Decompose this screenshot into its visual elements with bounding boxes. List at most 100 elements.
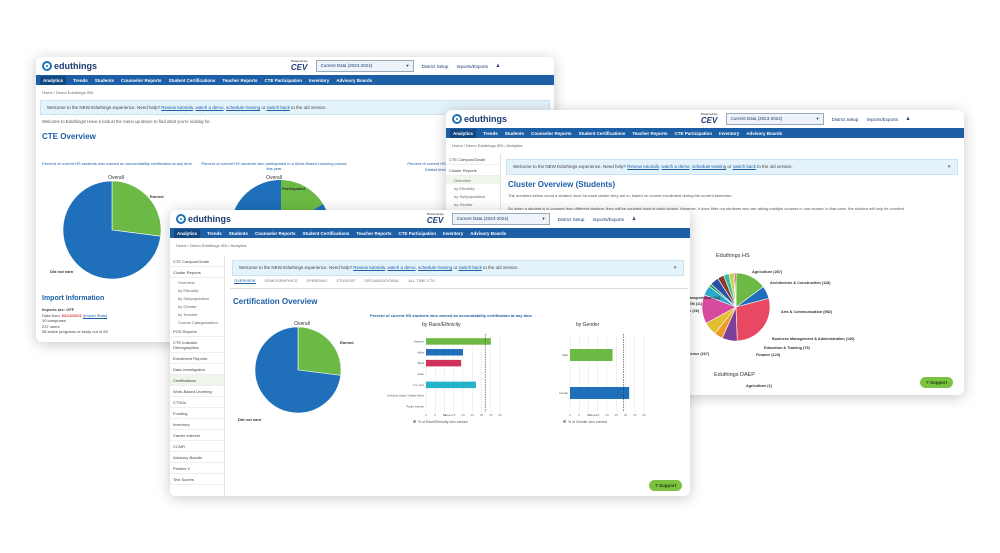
district-setup-link[interactable]: District Setup: [421, 63, 449, 69]
tab-demographics[interactable]: DEMOGRAPHICS: [264, 278, 298, 283]
race-tick-label: 5: [434, 413, 436, 417]
training-link[interactable]: schedule training: [418, 265, 453, 270]
sidebar-item-pos-reports[interactable]: POS Reports: [170, 326, 224, 337]
date-selector[interactable]: Current Data (2023-2024) ▾: [451, 213, 550, 225]
sidebar-item-perkins-v[interactable]: Perkins V: [170, 463, 224, 474]
switch-back-link[interactable]: switch back: [458, 265, 482, 270]
support-button[interactable]: ? Support: [920, 377, 954, 388]
sidebar-subitem-gender[interactable]: by Gender: [178, 303, 197, 309]
race-bar-hispanic[interactable]: [426, 338, 491, 345]
sidebar-item-work-based-learning[interactable]: Work-Based Learning: [170, 386, 224, 397]
sidebar-subitem-ethnicity[interactable]: by Ethnicity: [178, 287, 199, 293]
sidebar-item-cte-campus-grade[interactable]: CTE Campus/Grade: [170, 256, 224, 267]
nav-analytics[interactable]: Analytics: [450, 128, 477, 138]
nav-inventory[interactable]: Inventory: [719, 130, 740, 136]
nav-inventory[interactable]: Inventory: [309, 77, 330, 83]
sidebar-item-ccmr[interactable]: CCMR: [170, 441, 224, 452]
gender-bar-male[interactable]: [570, 349, 613, 361]
demo-link[interactable]: watch a demo: [195, 105, 224, 110]
nav-trends[interactable]: Trends: [207, 230, 222, 236]
user-icon[interactable]: ♟: [631, 216, 636, 221]
close-icon[interactable]: ✕: [673, 265, 677, 270]
imports-exports-menu[interactable]: Imports/Exports: [456, 63, 488, 69]
switch-back-link[interactable]: switch back: [732, 164, 756, 169]
sidebar-subitem-course-categorization[interactable]: Course Categorization: [178, 319, 218, 325]
nav-analytics[interactable]: Analytics: [40, 75, 67, 85]
imports-exports-menu[interactable]: Imports/Exports: [592, 216, 624, 222]
sidebar-item-cluster-reports[interactable]: Cluster Reports: [446, 165, 500, 176]
sidebar-item-test-scores[interactable]: Test Scores: [170, 474, 224, 485]
sidebar-item-advisory-boards[interactable]: Advisory Boards: [170, 452, 224, 463]
brand-logo[interactable]: eduthings: [452, 114, 507, 124]
nav-student-certifications[interactable]: Student Certifications: [168, 77, 216, 83]
tutorials-link[interactable]: Review tutorials: [161, 105, 194, 110]
user-icon[interactable]: ♟: [905, 116, 910, 121]
nav-student-certifications[interactable]: Student Certifications: [578, 130, 626, 136]
brand-logo[interactable]: eduthings: [42, 61, 97, 71]
nav-students[interactable]: Students: [228, 230, 249, 236]
tutorials-link[interactable]: Review tutorials: [353, 265, 386, 270]
sidebar-subitem-gender[interactable]: by Gender: [454, 201, 473, 207]
sidebar-item-cte-campus-grade[interactable]: CTE Campus/Grade: [446, 154, 500, 165]
race-bar-white[interactable]: [426, 349, 463, 356]
date-selector[interactable]: Current Data (2023-2024) ▾: [315, 60, 414, 72]
sidebar-subitem-subpopulation[interactable]: by Subpopulation: [178, 295, 209, 301]
district-setup-link[interactable]: District Setup: [831, 116, 859, 122]
sidebar-subitem-subpopulation[interactable]: by Subpopulation: [454, 193, 485, 199]
date-selector[interactable]: Current Data (2023-2024) ▾: [725, 113, 824, 125]
district-setup-link[interactable]: District Setup: [557, 216, 585, 222]
nav-trends[interactable]: Trends: [73, 77, 88, 83]
race-bar-black[interactable]: [426, 359, 462, 367]
nav-trends[interactable]: Trends: [483, 130, 498, 136]
nav-cte-participation[interactable]: CTE Participation: [264, 77, 303, 83]
sidebar-item-certifications[interactable]: Certifications: [170, 375, 224, 386]
tab-overview[interactable]: OVERVIEW: [234, 278, 256, 284]
nav-inventory[interactable]: Inventory: [443, 230, 464, 236]
sidebar-item-inventory[interactable]: Inventory: [170, 419, 224, 430]
tab-student[interactable]: STUDENT: [336, 278, 356, 283]
nav-counselor-reports[interactable]: Counselor Reports: [121, 77, 162, 83]
sidebar-item-ctsos[interactable]: CTSOs: [170, 397, 224, 408]
sidebar-item-enrollment[interactable]: Enrollment Reports: [170, 353, 224, 364]
sidebar-subitem-teacher[interactable]: by Teacher: [178, 311, 198, 317]
nav-advisory-boards[interactable]: Advisory Boards: [746, 130, 783, 136]
sidebar-item-data-investigation[interactable]: Data Investigation: [170, 364, 224, 375]
tab-all-time-ctu[interactable]: ALL TIME CTU: [408, 278, 436, 283]
training-link[interactable]: schedule training: [692, 164, 727, 169]
sidebar-item-funding[interactable]: Funding: [170, 408, 224, 419]
nav-counselor-reports[interactable]: Counselor Reports: [531, 130, 572, 136]
nav-student-certifications[interactable]: Student Certifications: [302, 230, 350, 236]
sidebar-item-cluster-reports[interactable]: Cluster Reports: [170, 267, 224, 278]
brand-logo[interactable]: eduthings: [176, 214, 231, 224]
support-button[interactable]: ? Support: [649, 480, 683, 491]
sidebar-subitem-ethnicity[interactable]: by Ethnicity: [454, 185, 475, 191]
user-icon[interactable]: ♟: [495, 63, 500, 68]
imports-exports-menu[interactable]: Imports/Exports: [866, 116, 898, 122]
tab-spending[interactable]: SPENDING: [306, 278, 328, 283]
race-bar-2-or-more[interactable]: [426, 381, 476, 389]
nav-students[interactable]: Students: [504, 130, 525, 136]
switch-back-link[interactable]: switch back: [266, 105, 290, 110]
nav-advisory-boards[interactable]: Advisory Boards: [336, 77, 373, 83]
nav-analytics[interactable]: Analytics: [174, 228, 201, 238]
training-link[interactable]: schedule training: [226, 105, 261, 110]
tab-organizational[interactable]: ORGANIZATIONAL: [364, 278, 400, 283]
nav-cte-participation[interactable]: CTE Participation: [398, 230, 437, 236]
nav-students[interactable]: Students: [94, 77, 115, 83]
import-stats-link[interactable]: (Import Stats): [82, 312, 108, 318]
sidebar-subitem-overview[interactable]: Overview: [178, 279, 195, 285]
nav-teacher-reports[interactable]: Teacher Reports: [356, 230, 392, 236]
nav-teacher-reports[interactable]: Teacher Reports: [222, 77, 258, 83]
gender-bar-female[interactable]: [570, 387, 630, 399]
close-icon[interactable]: ✕: [947, 164, 951, 169]
tutorials-link[interactable]: Review tutorials: [627, 164, 660, 169]
sidebar-subitem-overview[interactable]: Overview: [446, 176, 500, 184]
nav-counselor-reports[interactable]: Counselor Reports: [255, 230, 296, 236]
sidebar-item-cte-indicator[interactable]: CTE Indicator Demographics: [170, 337, 224, 353]
nav-cte-participation[interactable]: CTE Participation: [674, 130, 713, 136]
demo-link[interactable]: watch a demo: [387, 265, 416, 270]
demo-link[interactable]: watch a demo: [661, 164, 690, 169]
sidebar-item-career-interest[interactable]: Career Interest: [170, 430, 224, 441]
nav-teacher-reports[interactable]: Teacher Reports: [632, 130, 668, 136]
nav-advisory-boards[interactable]: Advisory Boards: [470, 230, 507, 236]
